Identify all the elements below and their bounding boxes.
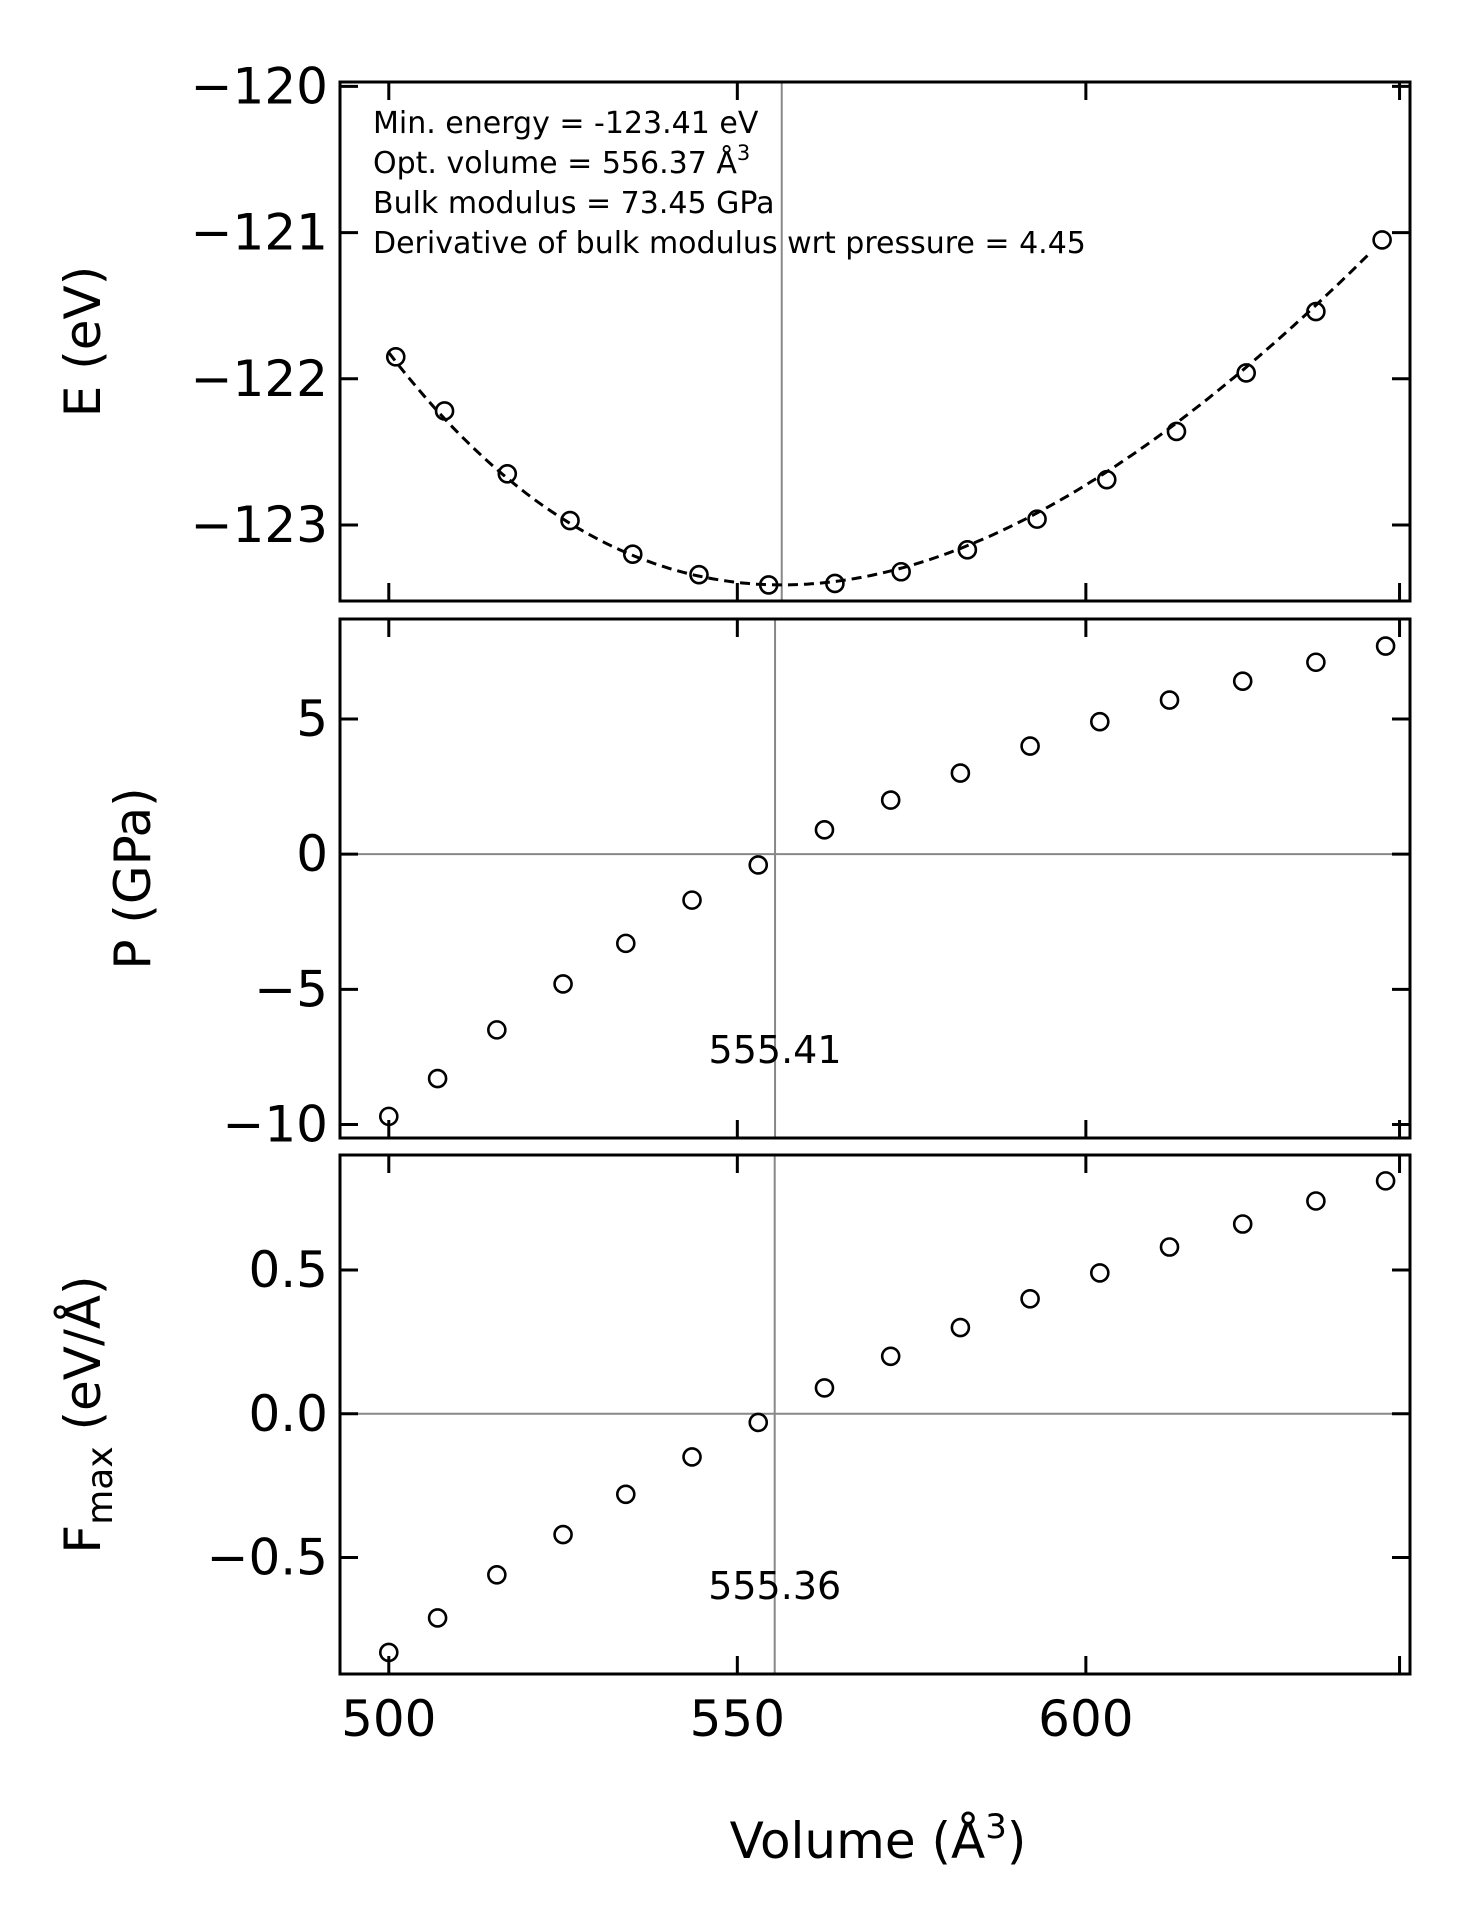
y-tick-label: −123 xyxy=(191,496,328,554)
data-point xyxy=(1375,1171,1396,1191)
data-point xyxy=(1372,230,1392,250)
data-point xyxy=(1159,1237,1180,1257)
data-point xyxy=(1166,421,1187,442)
data-point xyxy=(1232,1214,1253,1234)
data-point xyxy=(1027,509,1047,529)
vline-value-label: 555.36 xyxy=(708,1564,841,1608)
data-point xyxy=(1159,690,1180,710)
y-tick-label: 5 xyxy=(296,690,328,748)
data-point xyxy=(553,974,573,994)
data-point xyxy=(1090,1263,1110,1283)
data-point xyxy=(1020,1288,1040,1309)
data-point xyxy=(1096,469,1117,490)
annotation-line: Bulk modulus = 73.45 GPa xyxy=(373,186,774,221)
vline-value-label: 555.41 xyxy=(709,1028,842,1072)
data-point xyxy=(1236,363,1256,383)
y-tick-label: −10 xyxy=(222,1095,328,1153)
data-point xyxy=(385,347,406,367)
y-tick-label: −122 xyxy=(191,350,328,408)
data-point xyxy=(689,564,709,585)
data-point xyxy=(434,401,455,421)
data-point xyxy=(615,933,636,954)
data-point xyxy=(814,1378,835,1398)
data-point xyxy=(880,790,901,810)
fit-curve xyxy=(387,250,1373,587)
data-point xyxy=(622,544,643,565)
y-tick-label: 0.5 xyxy=(248,1241,328,1299)
data-point xyxy=(825,573,845,594)
y-axis-label: E (eV) xyxy=(54,266,112,417)
data-point xyxy=(615,1484,636,1505)
data-point xyxy=(891,561,911,582)
data-point xyxy=(880,1346,901,1367)
data-point xyxy=(427,1068,448,1089)
y-tick-label: 0.0 xyxy=(248,1385,328,1443)
data-point xyxy=(1232,671,1253,691)
data-point xyxy=(748,855,769,875)
data-point xyxy=(1306,1191,1326,1211)
data-point xyxy=(560,510,580,531)
x-axis-label: Volume (Å3) xyxy=(730,1807,1027,1870)
data-point xyxy=(427,1608,448,1628)
data-point xyxy=(487,1565,507,1585)
data-point xyxy=(758,575,779,595)
x-tick-label: 500 xyxy=(341,1690,436,1748)
y-axis-label: P (GPa) xyxy=(104,787,162,969)
data-point xyxy=(748,1412,769,1433)
axes-frame xyxy=(338,617,1412,1140)
annotation-line: Derivative of bulk modulus wrt pressure … xyxy=(373,226,1086,261)
pressure-panel: 5 0 −5 −10 P (GPa) 555.41 xyxy=(104,617,1412,1153)
data-point xyxy=(682,890,702,910)
energy-panel: −120 −121 −122 −123 E (eV) Min. energy = -123… xyxy=(54,57,1412,603)
data-point xyxy=(950,763,971,783)
y-tick-label: −121 xyxy=(191,204,328,262)
data-point xyxy=(1306,652,1326,673)
x-tick-label: 550 xyxy=(690,1690,785,1748)
x-tick-label: 600 xyxy=(1038,1690,1133,1748)
data-point xyxy=(1020,736,1040,756)
y-tick-label: −120 xyxy=(191,57,328,115)
force-panel: 0.5 0.0 −0.5 500 550 600 Fmax (eV/Å) 555.36 xyxy=(54,1153,1412,1748)
axes-frame xyxy=(338,80,1412,603)
annotation-line: Opt. volume = 556.37 Å3 xyxy=(373,141,750,181)
data-point xyxy=(950,1317,971,1338)
y-axis-label: Fmax (eV/Å) xyxy=(54,1275,121,1553)
y-tick-label: 0 xyxy=(296,825,328,883)
data-point xyxy=(1090,711,1110,732)
annotation-line: Min. energy = -123.41 eV xyxy=(373,106,759,141)
data-point xyxy=(1375,636,1396,656)
data-point xyxy=(553,1524,573,1545)
data-point xyxy=(682,1447,702,1467)
data-point xyxy=(814,820,835,840)
y-tick-label: −5 xyxy=(254,960,328,1018)
data-point xyxy=(1306,301,1326,322)
data-point xyxy=(957,540,978,560)
y-tick-label: −0.5 xyxy=(207,1529,328,1587)
data-point xyxy=(497,464,518,484)
data-point xyxy=(487,1020,507,1040)
